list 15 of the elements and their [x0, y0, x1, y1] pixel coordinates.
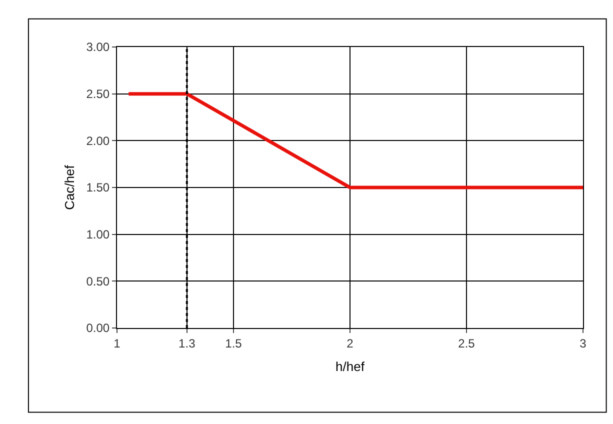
x-tick-label: 1 [114, 336, 121, 350]
y-tick-label: 0.00 [86, 321, 110, 336]
x-tick-label: 3 [580, 336, 587, 350]
y-tick-label: 3.00 [86, 40, 110, 54]
y-axis-title: Cac/hef [62, 164, 78, 210]
y-tick-label: 0.50 [86, 274, 110, 288]
x-tick-label: 2.5 [458, 336, 476, 350]
x-axis-title: h/hef [336, 359, 365, 374]
y-tick-label: 2.50 [86, 87, 110, 102]
y-tick-label: 2.00 [86, 134, 110, 148]
y-tick-label: 1.00 [86, 228, 110, 242]
y-tick-label: 1.50 [86, 180, 110, 195]
x-tick-label: 2 [346, 336, 354, 350]
x-tick-label: 1.5 [225, 336, 242, 350]
x-tick-label: 1.3 [178, 336, 196, 350]
